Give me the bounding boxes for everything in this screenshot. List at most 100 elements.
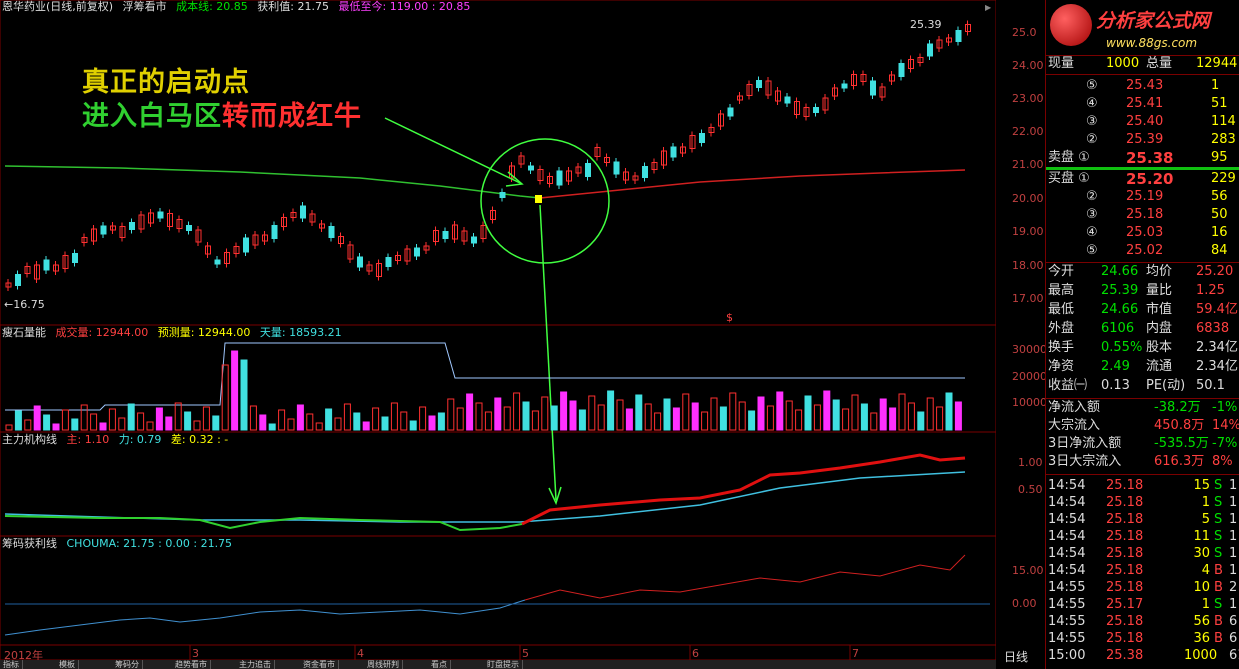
tick-side: B	[1214, 563, 1223, 578]
tick-count: 1	[1229, 546, 1238, 561]
main-chart-canvas[interactable]	[0, 0, 996, 660]
tick-row[interactable]: 14:55 25.18 56 B 6	[1046, 613, 1239, 631]
volume-bar	[80, 404, 88, 431]
stat-label: 换手	[1048, 340, 1075, 355]
bid-row[interactable]: ② 25.19 56	[1046, 188, 1239, 206]
candle-body	[509, 165, 515, 179]
candle-body	[328, 226, 335, 238]
tick-count: 1	[1229, 495, 1238, 510]
candle-body	[803, 107, 810, 117]
bid-price: 25.20	[1126, 170, 1174, 188]
volume-bar	[268, 423, 276, 431]
price-tick: 24.00	[1012, 59, 1044, 72]
ask-level: 卖盘 ①	[1048, 150, 1090, 165]
indicator-tab[interactable]: 模板	[56, 660, 79, 669]
bid-row[interactable]: ③ 25.18 50	[1046, 206, 1239, 224]
stat-value: 2.34亿	[1196, 359, 1238, 374]
candle-body	[205, 245, 211, 255]
volume-bar	[43, 414, 51, 431]
candle-body	[784, 96, 791, 104]
candle-body	[832, 87, 838, 97]
volume-bar	[90, 413, 98, 431]
ask-row[interactable]: ③ 25.40 114	[1046, 113, 1239, 131]
tick-row[interactable]: 14:54 25.18 5 S 1	[1046, 511, 1239, 529]
indicator-tab[interactable]: 看点	[428, 660, 451, 669]
candle-body	[898, 63, 905, 77]
tick-side: B	[1214, 614, 1223, 629]
tick-count: 6	[1229, 631, 1238, 646]
chip-panel-name: 筹码获利线	[2, 537, 57, 550]
indicator-tab[interactable]: 资金看市	[300, 660, 339, 669]
chip-tick: 0.00	[1012, 597, 1037, 610]
tick-side: S	[1214, 495, 1223, 510]
candle-body	[53, 264, 59, 272]
cost-line-value: 成本线: 20.85	[176, 0, 248, 13]
price-tick: 19.00	[1012, 225, 1044, 238]
stat-value: 6838	[1196, 321, 1230, 336]
tick-volume: 5	[1201, 512, 1210, 527]
candle-body	[461, 230, 468, 242]
candle-body	[395, 255, 401, 261]
stat-label: 收益㈠	[1048, 378, 1088, 393]
candle-body	[841, 83, 848, 89]
volume-bar	[804, 395, 812, 431]
indicator-tab[interactable]: 趋势看市	[172, 660, 211, 669]
volume-bar	[578, 409, 586, 431]
period-label[interactable]: 日线	[1004, 650, 1029, 664]
tick-row[interactable]: 15:00 25.38 1000 61	[1046, 647, 1239, 665]
ask-level: ④	[1086, 96, 1098, 111]
main-line-green	[4, 515, 523, 532]
tick-row[interactable]: 14:55 25.18 10 B 2	[1046, 579, 1239, 597]
ask-level: ⑤	[1086, 78, 1098, 93]
tick-row[interactable]: 14:54 25.18 11 S 1	[1046, 528, 1239, 546]
candle-body	[167, 213, 173, 227]
tick-time: 14:54	[1048, 546, 1086, 561]
volume-panel-name: 瘦石量能	[2, 326, 46, 339]
volume-bar	[870, 412, 878, 431]
tick-row[interactable]: 14:54 25.18 30 S 1	[1046, 545, 1239, 563]
indicator-tab[interactable]: 盯盘提示	[484, 660, 523, 669]
chip-tick: 15.00	[1012, 564, 1044, 577]
tick-time: 14:54	[1048, 563, 1086, 578]
ask-volume: 114	[1211, 114, 1236, 129]
tick-time: 14:54	[1048, 529, 1086, 544]
indicator-tab[interactable]: 周线研判	[364, 660, 403, 669]
volume-bar	[823, 390, 831, 431]
stat-value: 24.66	[1101, 302, 1139, 317]
sky-volume-line	[5, 342, 965, 411]
flow-amount: 450.8万	[1154, 418, 1205, 433]
tick-row[interactable]: 14:54 25.18 1 S 1	[1046, 494, 1239, 512]
indicator-tab[interactable]: 筹码分	[112, 660, 143, 669]
candle-body	[594, 147, 601, 157]
volume-bar	[569, 400, 577, 431]
scroll-arrow-icon[interactable]: ▶	[985, 3, 992, 12]
stat-row: 最高 25.39 量比 1.25	[1046, 282, 1239, 300]
ask-row[interactable]: ⑤ 25.43 1	[1046, 77, 1239, 95]
ask-row[interactable]: ④ 25.41 51	[1046, 95, 1239, 113]
tick-side: S	[1214, 546, 1223, 561]
bid-row[interactable]: ④ 25.03 16	[1046, 224, 1239, 242]
candle-body	[243, 237, 249, 253]
candle-body	[281, 217, 287, 227]
candle-body	[480, 225, 487, 239]
bid-row[interactable]: 买盘 ① 25.20 229	[1046, 170, 1239, 188]
tick-row[interactable]: 14:55 25.17 1 S 1	[1046, 596, 1239, 614]
candle-body	[737, 95, 743, 101]
ask-row[interactable]: 卖盘 ① 25.38 95	[1046, 149, 1239, 167]
volume-bar	[353, 412, 361, 431]
tick-side: S	[1214, 529, 1223, 544]
stat-row: 换手 0.55% 股本 2.34亿	[1046, 339, 1239, 357]
ask-row[interactable]: ② 25.39 283	[1046, 131, 1239, 149]
volume-value: 成交量: 12944.00	[55, 326, 149, 339]
volume-bar	[889, 407, 897, 431]
candle-body	[689, 135, 696, 149]
indicator-tab[interactable]: 主力追击	[236, 660, 275, 669]
indicator-tab[interactable]: 指标	[0, 660, 23, 669]
bid-row[interactable]: ⑤ 25.02 84	[1046, 242, 1239, 260]
tick-row[interactable]: 14:54 25.18 4 B 1	[1046, 562, 1239, 580]
tick-row[interactable]: 14:55 25.18 36 B 6	[1046, 630, 1239, 648]
candle-body	[632, 175, 639, 181]
tick-row[interactable]: 14:54 25.18 15 S 1	[1046, 477, 1239, 495]
volume-bar	[879, 398, 887, 431]
candle-body	[556, 170, 563, 186]
